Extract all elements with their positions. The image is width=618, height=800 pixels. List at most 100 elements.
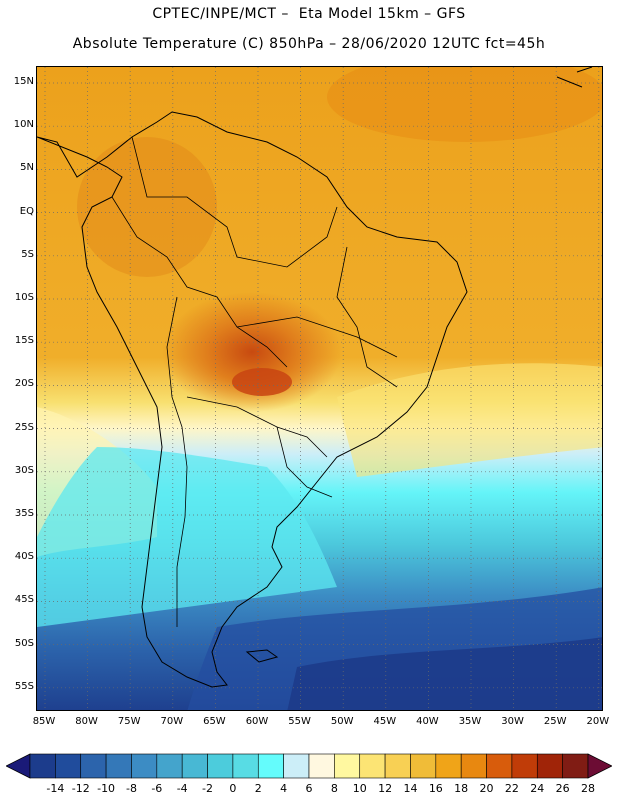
colorbar-box xyxy=(131,753,158,779)
border-brazil-states-east xyxy=(336,246,398,388)
latitude-label: 10S xyxy=(14,292,34,303)
border-argentina-brazil xyxy=(276,426,333,498)
longitude-label: 50W xyxy=(330,716,354,727)
hot-core xyxy=(232,368,292,396)
coastlines xyxy=(37,67,593,688)
latitude-label: 25S xyxy=(14,421,34,433)
atlantic-yellow-band xyxy=(337,363,602,477)
colorbar-box xyxy=(334,753,361,779)
border-chile-argentina xyxy=(166,296,188,627)
longitude-label: 35W xyxy=(458,716,482,727)
colorbar-tick-label: 8 xyxy=(330,782,338,795)
colorbar-tick-label: -6 xyxy=(151,782,163,795)
warm-area-andes-north xyxy=(77,137,217,277)
latitude-label: 5N xyxy=(20,162,34,174)
map-title-line-1: CPTEC/INPE/MCT – Eta Model 15km – GFS xyxy=(152,6,466,22)
colorbar-box xyxy=(435,753,462,779)
colorbar-tick-label: 16 xyxy=(428,782,443,795)
colorbar-box xyxy=(283,753,310,779)
border-colombia-venezuela xyxy=(131,136,338,268)
latitude-label: 50S xyxy=(14,637,34,649)
colorbar-box xyxy=(384,753,411,779)
latitude-label: 55S xyxy=(14,680,34,692)
colorbar-tick-label: -4 xyxy=(176,782,188,795)
colorbar-tick-label: 10 xyxy=(352,782,367,795)
longitude-label: 40W xyxy=(416,716,439,727)
falkland-islands xyxy=(245,649,279,663)
colorbar-tick-label: 24 xyxy=(530,782,545,795)
longitude-label: 80W xyxy=(75,716,98,727)
colorbar-box xyxy=(29,753,56,779)
colorbar-box xyxy=(156,753,183,779)
latitude-label: 5S xyxy=(21,248,34,260)
colorbar-tick-label: -8 xyxy=(125,782,137,795)
colorbar-over-triangle xyxy=(587,753,612,779)
colorbar-tick-label: 18 xyxy=(454,782,469,795)
latitude-label: 45S xyxy=(14,594,34,606)
colorbar-box xyxy=(511,753,538,779)
colorbar-box xyxy=(359,753,386,779)
colorbar-box xyxy=(207,753,234,779)
longitude-label: 60W xyxy=(245,716,269,727)
warm-area-caribbean xyxy=(327,67,602,142)
colorbar-tick-label: 2 xyxy=(254,782,262,795)
colorbar-tick-label: 0 xyxy=(229,782,237,795)
colorbar-box xyxy=(486,753,513,779)
country-borders xyxy=(111,136,398,627)
longitude-label: 25W xyxy=(543,716,567,727)
colorbar-box xyxy=(257,753,284,779)
temperature-map xyxy=(36,66,603,711)
colorbar-box xyxy=(105,753,132,779)
latitude-label: 35S xyxy=(14,508,34,519)
colorbar-box xyxy=(308,753,335,779)
latitude-label: 30S xyxy=(14,464,34,476)
longitude-label: 55W xyxy=(288,716,311,727)
colorbar-box xyxy=(562,753,589,779)
colorbar-tick-label: 4 xyxy=(280,782,288,795)
colorbar-box xyxy=(232,753,259,779)
cold-air-mass xyxy=(37,447,337,627)
longitude-label: 30W xyxy=(501,716,524,727)
south-america-coast xyxy=(37,111,468,688)
colorbar-tick-label: 20 xyxy=(479,782,494,795)
latitude-label: 15S xyxy=(14,335,34,347)
coldest-area xyxy=(287,637,602,710)
map-title-line-2: Absolute Temperature (C) 850hPa – 28/06/… xyxy=(72,36,546,52)
map-canvas xyxy=(37,67,602,710)
colorbar-boxes xyxy=(29,753,589,779)
longitude-label: 75W xyxy=(117,716,141,727)
colorbar-box xyxy=(536,753,563,779)
caribbean-islands xyxy=(556,67,593,88)
longitude-label: 70W xyxy=(160,716,184,727)
longitude-label: 45W xyxy=(373,716,397,727)
longitude-label: 65W xyxy=(203,716,226,727)
colorbar-tick-label: -10 xyxy=(97,782,116,795)
colorbar-box xyxy=(460,753,487,779)
longitude-label: 20W xyxy=(586,716,610,727)
colorbar-under-triangle xyxy=(6,753,31,779)
border-brazil-states xyxy=(236,316,398,358)
colorbar-tick-label: -12 xyxy=(71,782,90,795)
colorbar-box xyxy=(55,753,82,779)
colorbar-tick-label: 28 xyxy=(581,782,595,795)
colorbar-tick-label: -14 xyxy=(46,782,65,795)
latitude-label: 10N xyxy=(13,119,34,131)
colorbar-tick-label: 26 xyxy=(555,782,570,795)
colorbar-tick-label: -2 xyxy=(202,782,214,795)
hot-area-chaco xyxy=(162,292,342,412)
colorbar-box xyxy=(410,753,437,779)
colorbar-tick-label: 12 xyxy=(378,782,393,795)
latitude-label: 15N xyxy=(13,76,34,87)
latitude-label: EQ xyxy=(19,205,34,217)
latitude-label: 40S xyxy=(14,551,34,563)
border-peru-brazil xyxy=(111,196,288,368)
colorbar-box xyxy=(181,753,208,779)
colorbar xyxy=(6,753,612,779)
latitude-label: 20S xyxy=(14,378,34,390)
colorbar-tick-label: 22 xyxy=(504,782,519,795)
colorbar-tick-label: 6 xyxy=(305,782,313,795)
colorbar-tick-label: 14 xyxy=(403,782,418,795)
longitude-label: 85W xyxy=(32,716,56,727)
graticule xyxy=(37,67,602,710)
colorbar-box xyxy=(80,753,107,779)
